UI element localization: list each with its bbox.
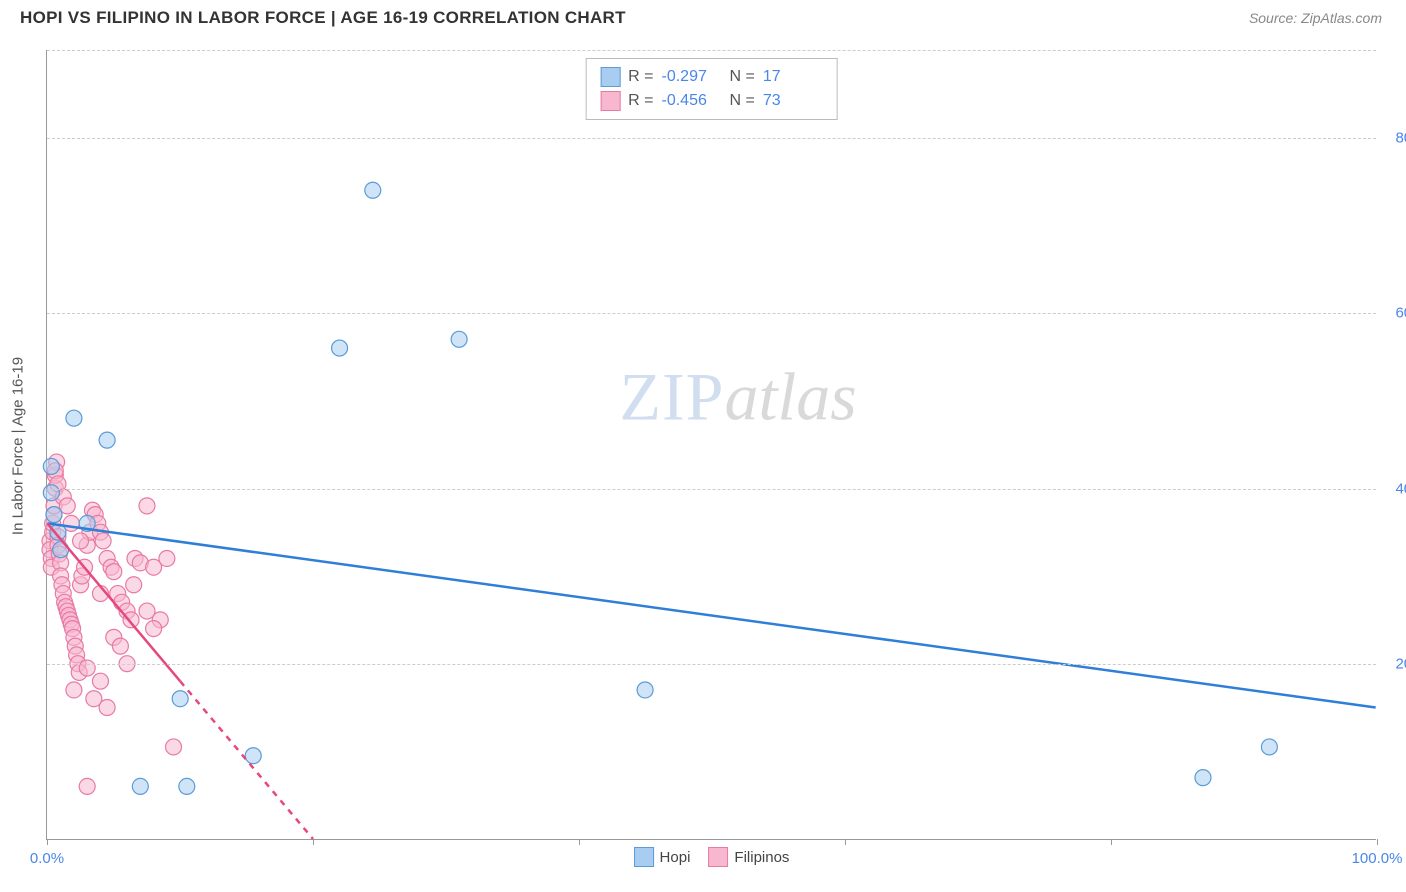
data-point	[46, 507, 62, 523]
data-point	[43, 458, 59, 474]
data-point	[112, 638, 128, 654]
filipino-label: Filipinos	[734, 849, 789, 866]
filipino-swatch	[600, 91, 620, 111]
correlation-legend: R = -0.297 N = 17 R = -0.456 N = 73	[585, 58, 838, 120]
data-point	[79, 778, 95, 794]
data-point	[43, 485, 59, 501]
data-point	[637, 682, 653, 698]
hopi-swatch	[600, 67, 620, 87]
data-point	[166, 739, 182, 755]
hopi-n-value: 17	[763, 68, 823, 86]
data-point	[66, 410, 82, 426]
filipino-swatch-2	[708, 847, 728, 867]
data-point	[245, 748, 261, 764]
hopi-swatch-2	[634, 847, 654, 867]
data-point	[99, 432, 115, 448]
x-tick	[47, 839, 48, 845]
gridline	[47, 313, 1376, 314]
x-tick	[845, 839, 846, 845]
filipino-n-value: 73	[763, 92, 823, 110]
series-legend: Hopi Filipinos	[634, 847, 790, 867]
data-point	[106, 564, 122, 580]
x-tick-label: 100.0%	[1352, 850, 1403, 867]
data-point	[332, 340, 348, 356]
x-tick	[1111, 839, 1112, 845]
data-point	[146, 621, 162, 637]
trend-line	[47, 523, 1375, 707]
x-tick	[1377, 839, 1378, 845]
y-tick-label: 60.0%	[1395, 305, 1406, 322]
data-point	[66, 682, 82, 698]
data-point	[179, 778, 195, 794]
r-label-2: R =	[628, 92, 653, 110]
n-label-2: N =	[730, 92, 755, 110]
data-point	[139, 498, 155, 514]
y-tick-label: 40.0%	[1395, 480, 1406, 497]
chart-container: HOPI VS FILIPINO IN LABOR FORCE | AGE 16…	[0, 0, 1406, 892]
x-tick-label: 0.0%	[30, 850, 64, 867]
title-bar: HOPI VS FILIPINO IN LABOR FORCE | AGE 16…	[0, 0, 1406, 32]
hopi-label: Hopi	[660, 849, 691, 866]
x-tick	[579, 839, 580, 845]
legend-row-hopi: R = -0.297 N = 17	[600, 65, 823, 89]
data-point	[92, 673, 108, 689]
data-point	[99, 700, 115, 716]
data-point	[172, 691, 188, 707]
data-point	[73, 533, 89, 549]
gridline	[47, 138, 1376, 139]
data-point	[126, 577, 142, 593]
filipino-r-value: -0.456	[662, 92, 722, 110]
chart-title: HOPI VS FILIPINO IN LABOR FORCE | AGE 16…	[20, 8, 626, 28]
y-tick-label: 20.0%	[1395, 656, 1406, 673]
data-point	[79, 660, 95, 676]
y-axis-label: In Labor Force | Age 16-19	[10, 357, 27, 535]
data-point	[1261, 739, 1277, 755]
legend-item-hopi: Hopi	[634, 847, 691, 867]
hopi-r-value: -0.297	[662, 68, 722, 86]
plot-area: ZIPatlas R = -0.297 N = 17 R = -0.456 N …	[46, 50, 1376, 840]
legend-row-filipino: R = -0.456 N = 73	[600, 89, 823, 113]
gridline	[47, 664, 1376, 665]
x-tick	[313, 839, 314, 845]
data-point	[132, 778, 148, 794]
data-point	[1195, 770, 1211, 786]
data-point	[365, 182, 381, 198]
gridline	[47, 50, 1376, 51]
gridline	[47, 489, 1376, 490]
data-point	[451, 331, 467, 347]
y-tick-label: 80.0%	[1395, 129, 1406, 146]
source-attribution: Source: ZipAtlas.com	[1249, 10, 1382, 26]
r-label: R =	[628, 68, 653, 86]
data-point	[159, 550, 175, 566]
n-label: N =	[730, 68, 755, 86]
legend-item-filipino: Filipinos	[708, 847, 789, 867]
plot-svg	[47, 50, 1376, 839]
data-point	[95, 533, 111, 549]
